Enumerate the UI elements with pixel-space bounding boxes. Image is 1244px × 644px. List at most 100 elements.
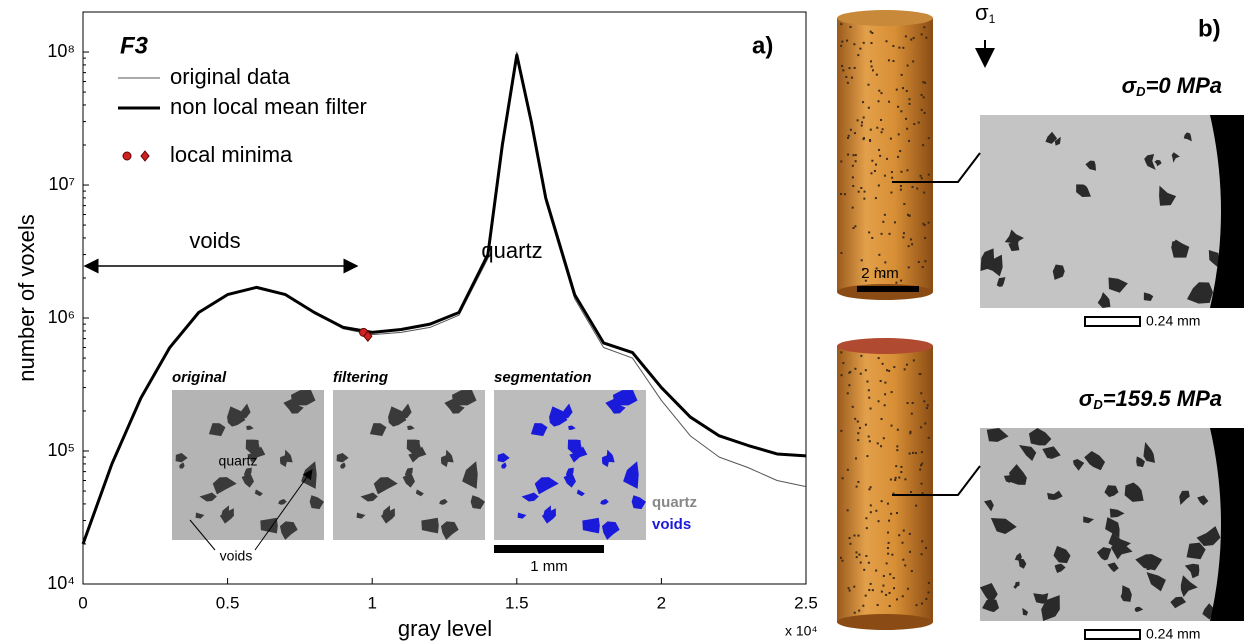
symbol: σ bbox=[1122, 73, 1138, 98]
speck bbox=[859, 561, 862, 564]
speck bbox=[857, 432, 860, 435]
pore bbox=[996, 277, 1006, 287]
speck bbox=[908, 98, 911, 101]
speck bbox=[908, 139, 911, 142]
pore bbox=[440, 455, 449, 467]
speck bbox=[920, 482, 923, 485]
speck bbox=[853, 43, 856, 46]
pore bbox=[1013, 581, 1020, 589]
speck bbox=[900, 110, 903, 113]
speck bbox=[862, 604, 865, 607]
speck bbox=[881, 362, 884, 365]
speck bbox=[879, 380, 882, 383]
x-axis-label: gray level bbox=[398, 616, 492, 641]
speck bbox=[910, 570, 913, 573]
pore bbox=[381, 505, 390, 518]
speck bbox=[899, 188, 902, 191]
pore bbox=[1107, 562, 1119, 573]
speck bbox=[846, 509, 849, 512]
speck bbox=[855, 485, 858, 488]
speck bbox=[851, 164, 854, 167]
pore bbox=[373, 477, 398, 495]
speck bbox=[910, 491, 913, 494]
speck bbox=[853, 534, 856, 537]
speck bbox=[857, 534, 860, 537]
subscript: D bbox=[1136, 84, 1146, 99]
speck bbox=[895, 88, 898, 91]
pore bbox=[451, 390, 477, 406]
speck bbox=[876, 603, 879, 606]
mask bbox=[1210, 428, 1244, 621]
speck bbox=[873, 169, 876, 172]
pore bbox=[631, 495, 646, 510]
speck bbox=[854, 225, 857, 228]
pore bbox=[283, 399, 304, 414]
speck bbox=[918, 373, 921, 376]
specimen bbox=[837, 346, 933, 622]
speck bbox=[916, 187, 919, 190]
speck bbox=[898, 46, 901, 49]
speck bbox=[922, 144, 925, 147]
inset-title: original bbox=[172, 369, 227, 386]
annotation: voids bbox=[189, 228, 240, 253]
speck bbox=[882, 275, 885, 278]
speck bbox=[855, 551, 858, 554]
pore bbox=[356, 512, 366, 519]
speck bbox=[907, 266, 910, 269]
panel-label: a) bbox=[752, 32, 773, 59]
speck bbox=[852, 184, 855, 187]
pore bbox=[369, 423, 387, 437]
pore bbox=[565, 467, 574, 478]
speck bbox=[876, 126, 879, 129]
speck bbox=[851, 405, 854, 408]
pore bbox=[1186, 542, 1206, 560]
pore bbox=[1197, 495, 1209, 506]
speck bbox=[875, 569, 878, 572]
speck bbox=[866, 380, 869, 383]
speck bbox=[892, 45, 895, 48]
speck bbox=[842, 362, 845, 365]
pore bbox=[1104, 485, 1119, 498]
speck bbox=[840, 374, 843, 377]
scale-bar bbox=[1084, 629, 1141, 640]
speck bbox=[857, 439, 860, 442]
speck bbox=[840, 429, 843, 432]
pore bbox=[623, 461, 639, 489]
speck bbox=[851, 176, 854, 179]
legend-marker bbox=[140, 150, 150, 162]
speck bbox=[858, 553, 861, 556]
speck bbox=[886, 546, 889, 549]
x-tick-label: 2 bbox=[657, 593, 666, 612]
speck bbox=[892, 60, 895, 63]
speck bbox=[863, 197, 866, 200]
symbol: σ bbox=[975, 0, 989, 25]
speck bbox=[922, 222, 925, 225]
speck bbox=[867, 106, 870, 109]
pore bbox=[1135, 554, 1163, 571]
speck bbox=[881, 128, 884, 131]
pore bbox=[1047, 490, 1063, 501]
speck bbox=[846, 39, 849, 42]
panel-label: b) bbox=[1198, 15, 1221, 42]
pore bbox=[517, 512, 527, 519]
speck bbox=[886, 369, 889, 372]
pore bbox=[605, 399, 626, 414]
speck bbox=[897, 155, 900, 158]
speck bbox=[867, 83, 870, 86]
pore bbox=[1171, 152, 1180, 163]
speck bbox=[850, 76, 853, 79]
pore bbox=[612, 390, 638, 406]
speck bbox=[920, 464, 923, 467]
pore bbox=[260, 517, 278, 534]
speck bbox=[862, 268, 865, 271]
speck bbox=[882, 584, 885, 587]
pore bbox=[284, 449, 293, 463]
speck bbox=[870, 42, 873, 45]
speck bbox=[841, 64, 844, 67]
speck bbox=[857, 54, 860, 57]
pore bbox=[601, 455, 610, 467]
pore bbox=[569, 446, 588, 463]
speck bbox=[849, 128, 852, 131]
speck bbox=[864, 369, 867, 372]
